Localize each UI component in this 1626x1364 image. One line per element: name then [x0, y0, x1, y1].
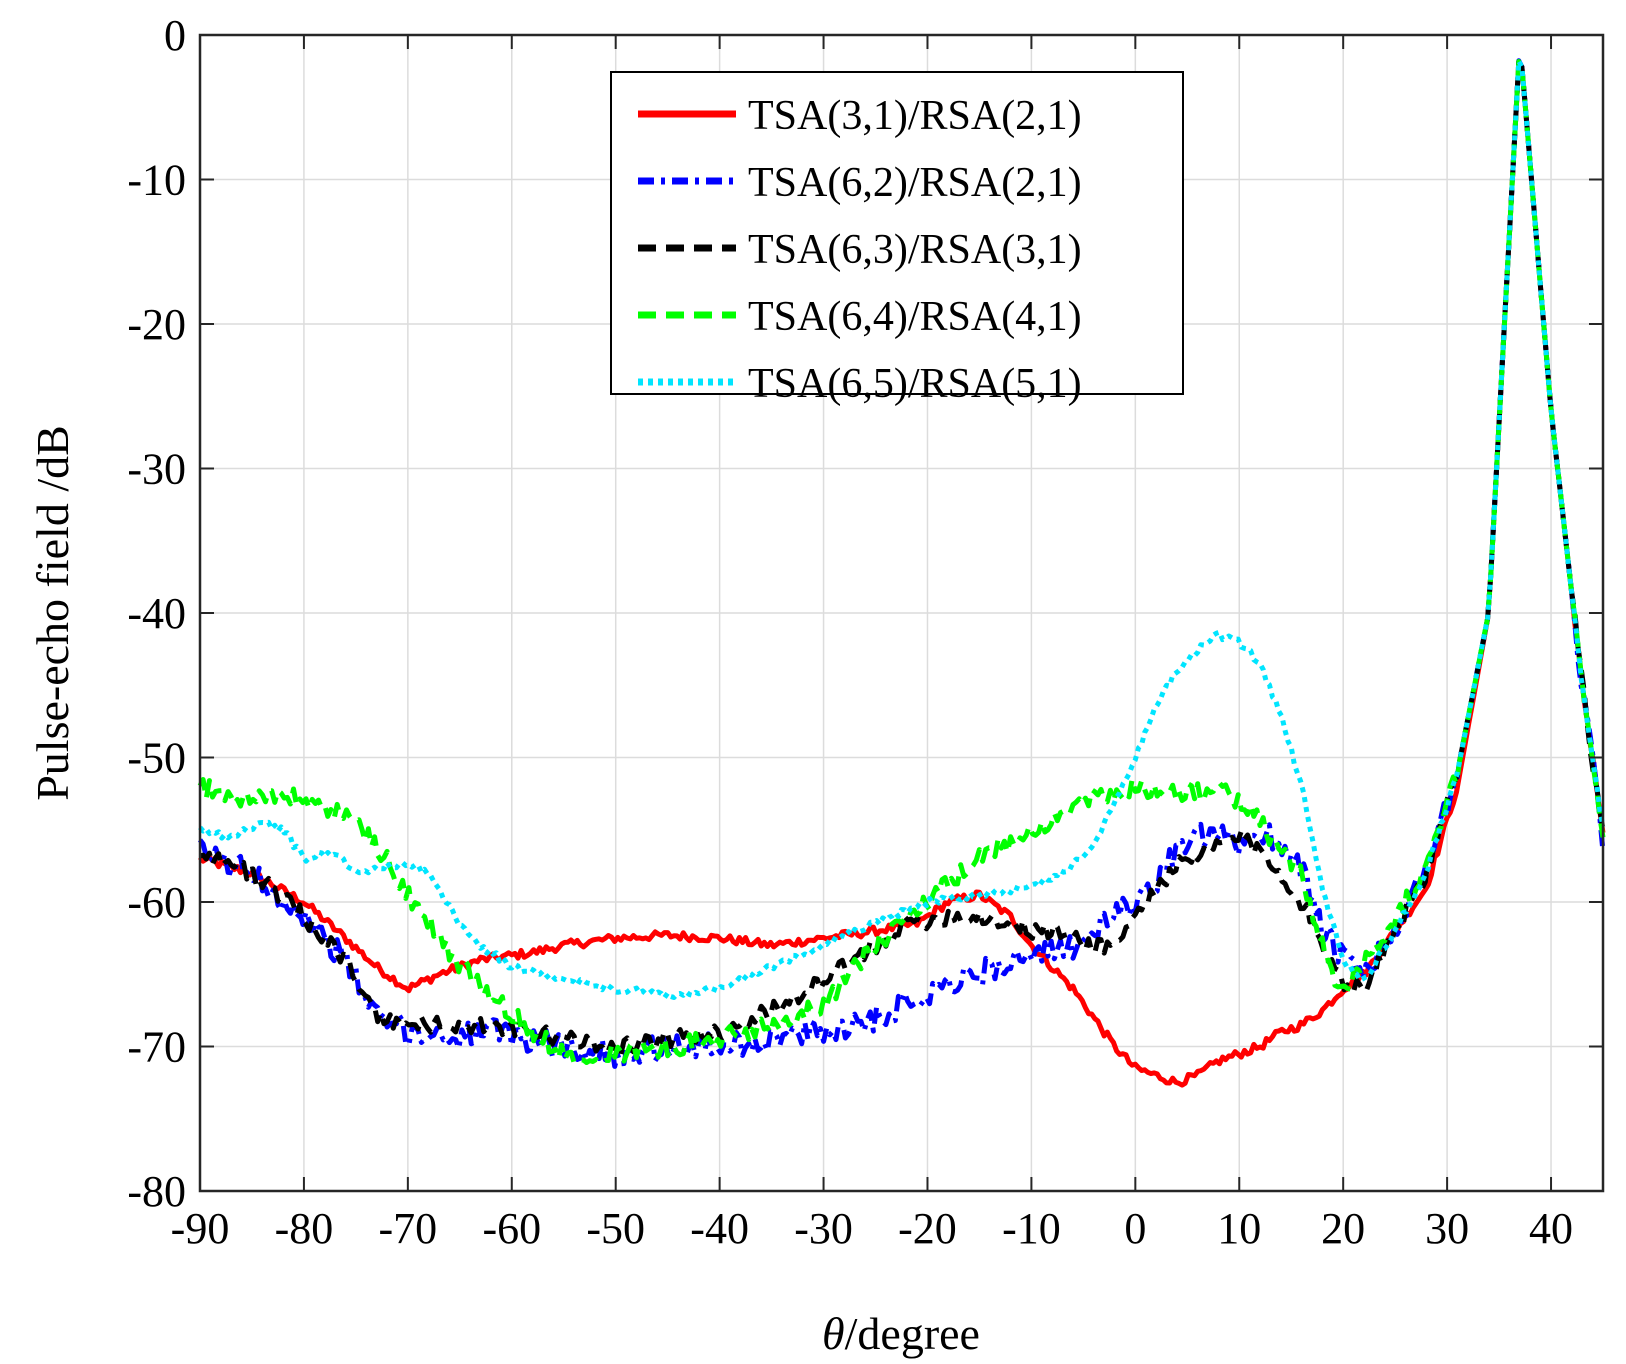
- x-axis-label-symbol: θ: [822, 1308, 845, 1359]
- x-tick-label: -40: [690, 1204, 749, 1253]
- series-line: [197, 58, 1606, 1069]
- y-tick-label: -20: [127, 300, 186, 349]
- x-tick-label: -60: [482, 1204, 541, 1253]
- x-tick-label: 0: [1124, 1204, 1146, 1253]
- legend-label: TSA(6,2)/RSA(2,1): [748, 160, 1082, 206]
- x-tick-label: 40: [1529, 1204, 1573, 1253]
- y-tick-label: 0: [164, 11, 186, 60]
- legend-label: TSA(3,1)/RSA(2,1): [748, 93, 1082, 139]
- legend: TSA(3,1)/RSA(2,1) TSA(6,2)/RSA(2,1) TSA(6,…: [610, 71, 1184, 407]
- y-tick-label: -80: [127, 1167, 186, 1216]
- legend-label: TSA(6,3)/RSA(3,1): [748, 227, 1082, 273]
- x-tick-label: -90: [171, 1204, 230, 1253]
- x-tick-label: 10: [1217, 1204, 1261, 1253]
- x-tick-label: 30: [1425, 1204, 1469, 1253]
- y-tick-label: -50: [127, 734, 186, 783]
- legend-box: [610, 71, 1184, 395]
- series-line: [198, 58, 1606, 1001]
- y-tick-label: -30: [127, 445, 186, 494]
- series-group: [197, 58, 1606, 1088]
- y-tick-label: -40: [127, 589, 186, 638]
- x-tick-label: 20: [1321, 1204, 1365, 1253]
- tick-labels: -90 -80 -70 -60 -50 -40 -30 -20 -10 0 10 20 30 400-10…: [127, 11, 1573, 1253]
- x-tick-label: -80: [275, 1204, 334, 1253]
- legend-label: TSA(6,5)/RSA(5,1): [748, 361, 1082, 407]
- x-tick-label: -20: [898, 1204, 957, 1253]
- series-line: [199, 59, 1606, 1057]
- series-line: [197, 59, 1606, 1067]
- x-axis-label: θ/degree: [822, 1308, 980, 1359]
- y-tick-label: -70: [127, 1023, 186, 1072]
- x-tick-label: -50: [586, 1204, 645, 1253]
- x-tick-label: -70: [379, 1204, 438, 1253]
- y-tick-label: -10: [127, 156, 186, 205]
- legend-items: TSA(3,1)/RSA(2,1) TSA(6,2)/RSA(2,1) TSA(6,…: [638, 93, 1082, 407]
- x-tick-label: -30: [794, 1204, 853, 1253]
- x-axis-label-suffix: /degree: [845, 1308, 980, 1359]
- y-axis-label: Pulse-echo field /dB: [27, 425, 78, 801]
- legend-label: TSA(6,4)/RSA(4,1): [748, 294, 1082, 340]
- ticks: [199, 34, 1603, 1192]
- x-tick-label: -10: [1002, 1204, 1061, 1253]
- y-tick-label: -60: [127, 878, 186, 927]
